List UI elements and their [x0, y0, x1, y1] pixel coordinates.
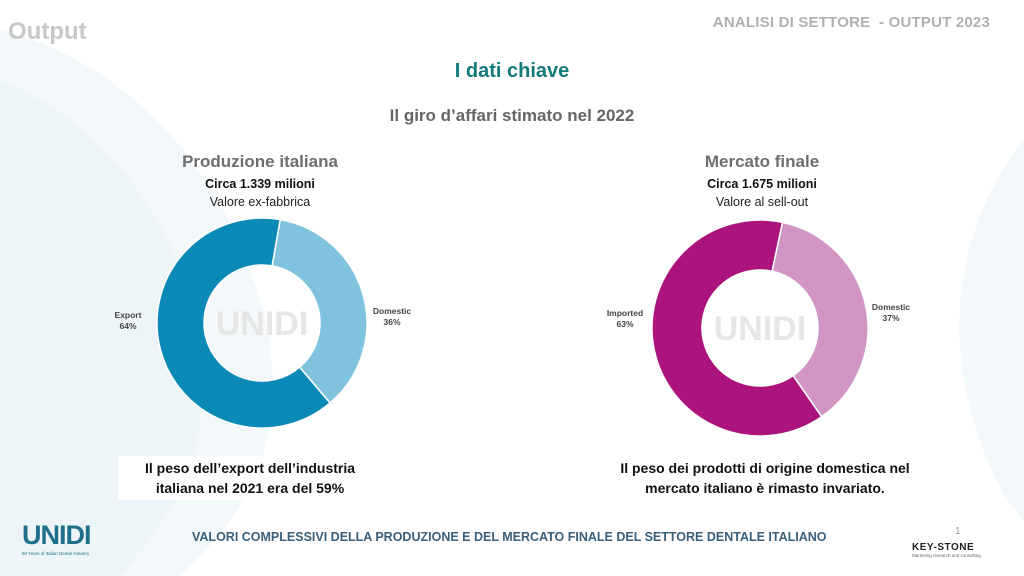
keystone-logo-text: KEY-STONE — [912, 542, 975, 553]
unidi-logo-text: UNIDI — [22, 520, 92, 550]
donut-slice-imported — [651, 219, 823, 437]
chart-basis-market: Valore al sell-out — [715, 195, 809, 209]
page-number: 1 — [955, 526, 961, 537]
note-market: Il peso dei prodotti di origine domestic… — [596, 456, 934, 500]
unidi-logo: UNIDI 50 Years of Italian Dental Industr… — [22, 520, 112, 564]
donut-chart-market: Domestic 37% Imported 63% UNIDI — [607, 219, 911, 437]
donut-chart-production: Domestic 36% Export 64% UNIDI — [115, 217, 412, 429]
keystone-logo: KEY-STONE Marketing research and consult… — [912, 542, 1012, 566]
page-subtitle: Il giro d’affari stimato nel 2022 — [389, 106, 635, 125]
report-label: ANALISI DI SETTORE - OUTPUT 2023 — [712, 14, 990, 31]
slice-label-domestic: Domestic 37% — [872, 302, 911, 323]
note-production: Il peso dell’export dell’industria itali… — [118, 456, 382, 500]
section-label: Output — [8, 18, 87, 45]
slice-label-export: Export 64% — [115, 310, 142, 331]
chart-title-market: Mercato finale — [704, 152, 820, 171]
watermark-text: UNIDI — [714, 310, 807, 348]
chart-title-production: Produzione italiana — [182, 152, 338, 171]
chart-amount-production: Circa 1.339 milioni — [205, 177, 315, 191]
donut-slice-export — [156, 217, 332, 429]
slice-label-domestic: Domestic 36% — [373, 306, 412, 327]
watermark-text: UNIDI — [216, 305, 309, 343]
keystone-logo-tagline: Marketing research and consulting — [912, 553, 981, 558]
chart-basis-production: Valore ex-fabbrica — [209, 195, 311, 209]
donut-slice-domestic — [771, 221, 869, 418]
chart-amount-market: Circa 1.675 milioni — [707, 177, 817, 191]
unidi-logo-tagline: 50 Years of Italian Dental Industry — [22, 551, 90, 556]
page-title: I dati chiave — [454, 60, 570, 82]
slice-label-imported: Imported 63% — [607, 308, 643, 329]
footer-caption: VALORI COMPLESSIVI DELLA PRODUZIONE E DE… — [192, 530, 827, 544]
donut-slice-domestic — [271, 218, 368, 405]
